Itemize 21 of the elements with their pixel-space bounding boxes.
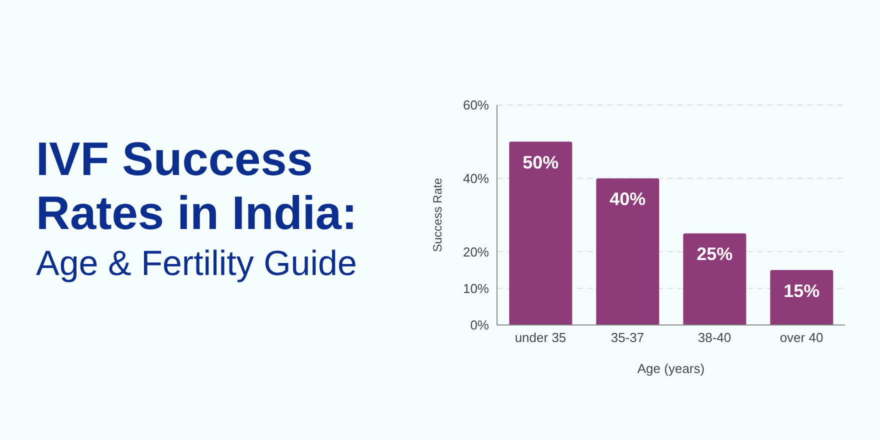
data-label: 15% xyxy=(784,280,820,301)
x-tick-label: over 40 xyxy=(780,330,824,346)
data-label: 50% xyxy=(522,152,559,172)
y-tick-label: 0% xyxy=(470,318,490,333)
text: IVF Success Rates in India: xyxy=(36,132,358,240)
x-axis-title: Age (years) xyxy=(637,361,705,376)
y-tick-label: 10% xyxy=(462,280,490,296)
bar xyxy=(596,178,660,325)
x-tick-label: 38-40 xyxy=(698,330,732,346)
bar xyxy=(683,233,746,325)
bar xyxy=(509,142,572,325)
x-tick-label: under 35 xyxy=(514,330,566,346)
data-label: 40% xyxy=(610,189,646,210)
bar xyxy=(770,270,834,325)
text: Age & Fertility Guide xyxy=(36,243,358,285)
y-axis-title: Success Rate xyxy=(430,178,444,252)
y-tick-label: 60% xyxy=(462,98,490,113)
y-tick-label: 40% xyxy=(462,170,490,186)
data-label: 25% xyxy=(696,244,733,264)
x-tick-label: 35-37 xyxy=(610,330,644,346)
y-tick-label: 20% xyxy=(462,244,490,260)
